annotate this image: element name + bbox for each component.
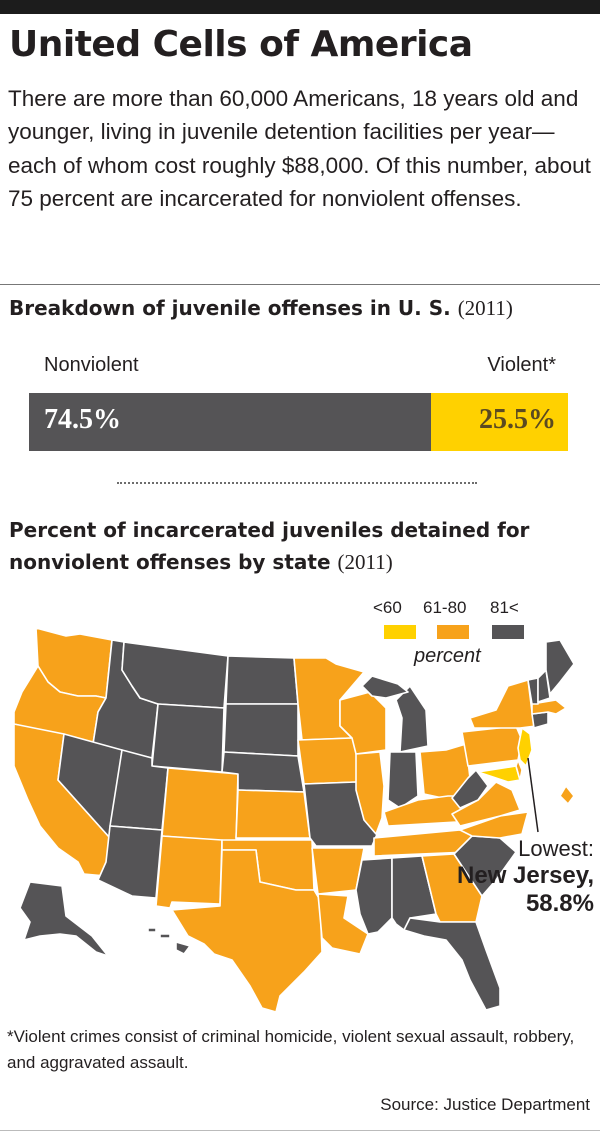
state-texas — [171, 849, 323, 1013]
source-credit: Source: Justice Department — [380, 1095, 590, 1114]
section-divider — [0, 284, 600, 285]
intro-paragraph: There are more than 60,000 Americans, 18… — [8, 86, 591, 212]
state-florida — [403, 917, 501, 1011]
violent-bar: 25.5% — [431, 393, 568, 451]
bar-chart-title: Breakdown of juvenile offenses in U. S. … — [9, 293, 513, 324]
state-kansas — [235, 789, 311, 839]
state-new-mexico — [155, 835, 223, 909]
state-michigan — [395, 685, 429, 753]
legend-swatch-61-80 — [437, 625, 469, 639]
top-bar — [0, 0, 600, 14]
state-massachusetts — [531, 699, 567, 715]
callout-line — [527, 757, 539, 833]
state-new-york — [469, 679, 537, 729]
lowest-value-label: 58.8% — [525, 890, 594, 917]
state-west-virginia — [451, 769, 489, 809]
legend-label-61-80: 61-80 — [423, 598, 467, 617]
state-dc — [559, 785, 575, 805]
state-vermont — [527, 677, 539, 705]
state-maryland — [477, 765, 521, 783]
nonviolent-bar: 74.5% — [29, 393, 431, 451]
state-indiana — [387, 751, 419, 809]
state-illinois — [355, 751, 385, 835]
state-iowa — [297, 737, 363, 785]
violent-label: Violent* — [487, 354, 556, 376]
state-south-dakota — [223, 703, 299, 757]
legend-swatch-lt60 — [384, 625, 416, 639]
legend-swatch-81plus — [492, 625, 524, 639]
state-maine — [545, 639, 575, 695]
state-louisiana — [317, 893, 369, 955]
lowest-state-label: New Jersey, — [457, 862, 594, 889]
state-hawaii — [147, 927, 191, 955]
map-title-text: Percent of incarcerated juveniles detain… — [9, 518, 530, 574]
lowest-label: Lowest: — [518, 836, 594, 861]
state-new-jersey — [517, 727, 533, 767]
state-pennsylvania — [461, 725, 523, 767]
state-colorado — [161, 767, 239, 843]
bottom-divider — [0, 1130, 600, 1131]
map-title: Percent of incarcerated juveniles detain… — [9, 514, 599, 578]
map-title-year: (2011) — [337, 550, 393, 574]
footnote: *Violent crimes consist of criminal homi… — [7, 1027, 575, 1072]
state-wyoming — [151, 703, 225, 773]
legend-label-lt60: <60 — [373, 598, 402, 617]
legend-label-81plus: 81< — [490, 598, 519, 617]
nonviolent-value-label: 74.5% — [44, 404, 121, 435]
bar-chart-year: (2011) — [457, 296, 513, 320]
headline: United Cells of America — [9, 24, 473, 65]
dotted-divider — [117, 482, 477, 484]
us-state-map — [13, 627, 575, 1013]
state-alaska — [19, 881, 109, 957]
violent-value-label: 25.5% — [479, 404, 556, 435]
nonviolent-label: Nonviolent — [44, 354, 139, 376]
state-delaware — [515, 759, 523, 781]
legend-unit: percent — [414, 645, 481, 667]
state-mississippi — [355, 857, 393, 935]
bar-chart-title-text: Breakdown of juvenile offenses in U. S. — [9, 296, 451, 320]
state-michigan-up — [361, 675, 409, 699]
state-north-dakota — [225, 655, 299, 705]
